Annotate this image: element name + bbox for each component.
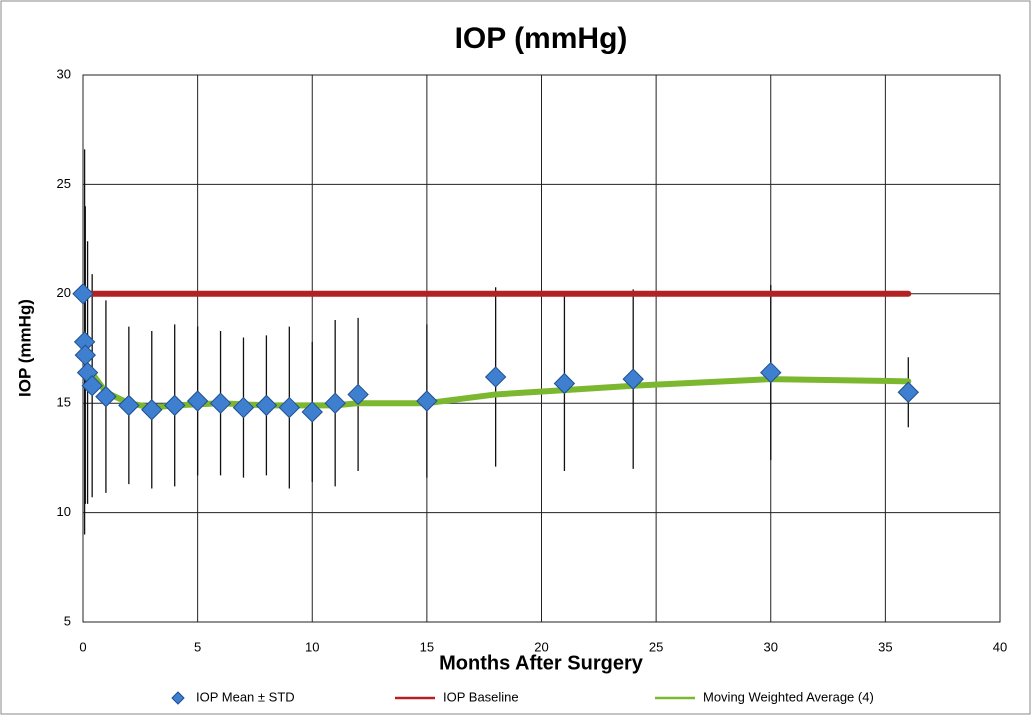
x-tick-label: 10 bbox=[305, 639, 319, 654]
data-point bbox=[72, 283, 94, 305]
data-point bbox=[163, 394, 186, 417]
data-point bbox=[301, 401, 323, 423]
x-tick-label: 40 bbox=[993, 639, 1007, 654]
data-point bbox=[760, 361, 782, 384]
data-point bbox=[553, 372, 576, 395]
series-line bbox=[86, 367, 912, 411]
legend-marker bbox=[171, 691, 185, 705]
y-tick-label: 10 bbox=[57, 504, 71, 519]
data-point bbox=[622, 368, 644, 390]
x-tick-label: 5 bbox=[194, 639, 201, 654]
y-tick-label: 30 bbox=[57, 66, 71, 81]
x-axis-label: Months After Surgery bbox=[439, 652, 644, 674]
data-point bbox=[141, 399, 163, 421]
data-point bbox=[897, 381, 920, 403]
y-tick-label: 15 bbox=[57, 395, 71, 410]
x-tick-label: 30 bbox=[764, 639, 778, 654]
legend-label: IOP Baseline bbox=[443, 689, 519, 704]
data-point bbox=[95, 385, 117, 408]
data-point bbox=[232, 396, 255, 419]
data-point bbox=[255, 394, 278, 417]
y-tick-label: 25 bbox=[57, 176, 71, 191]
legend-label: Moving Weighted Average (4) bbox=[703, 689, 874, 704]
x-tick-label: 25 bbox=[649, 639, 663, 654]
data-point bbox=[209, 392, 232, 414]
x-tick-label: 0 bbox=[79, 639, 86, 654]
data-point bbox=[118, 394, 140, 417]
data-point bbox=[324, 392, 346, 414]
chart-title: IOP (mmHg) bbox=[455, 22, 628, 55]
legend-label: IOP Mean ± STD bbox=[196, 689, 295, 704]
data-point bbox=[416, 390, 438, 412]
y-axis-label: IOP (mmHg) bbox=[15, 299, 34, 397]
y-tick-label: 20 bbox=[57, 285, 71, 300]
x-tick-label: 15 bbox=[420, 639, 434, 654]
data-point bbox=[81, 374, 103, 397]
data-point bbox=[347, 383, 369, 406]
x-tick-label: 35 bbox=[878, 639, 892, 654]
data-point bbox=[186, 390, 209, 412]
x-tick-label: 20 bbox=[534, 639, 548, 654]
y-tick-label: 5 bbox=[64, 613, 71, 628]
data-point bbox=[484, 366, 507, 388]
data-point bbox=[278, 396, 301, 419]
